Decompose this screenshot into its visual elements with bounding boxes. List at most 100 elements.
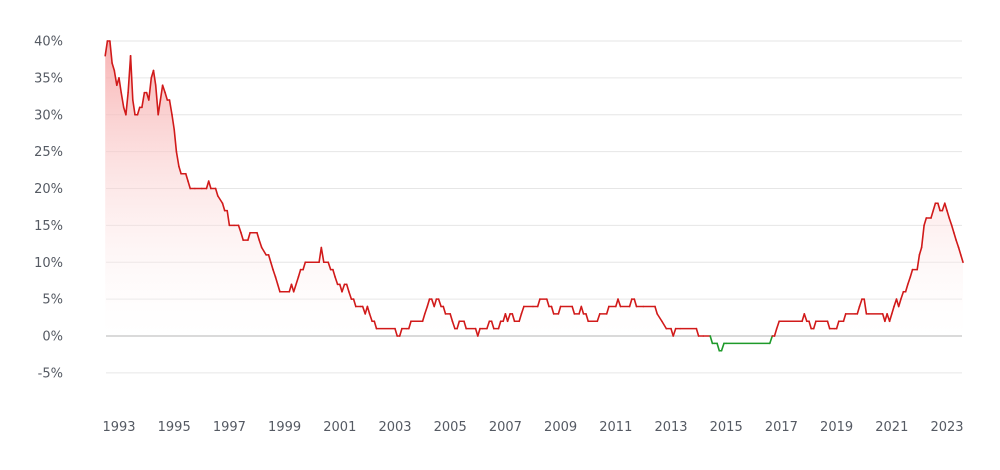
series-segment-positive — [907, 276, 912, 286]
series-segment-positive — [437, 298, 442, 308]
series-segment-positive — [511, 313, 516, 323]
series-segment-positive — [136, 106, 141, 116]
series-segment-positive — [141, 91, 146, 109]
series-segment-positive — [490, 320, 495, 330]
series-segment-positive — [161, 84, 166, 94]
series-segment-positive — [506, 313, 511, 323]
series-segment-positive — [272, 268, 277, 278]
series-segment-positive — [267, 254, 272, 264]
x-tick-label: 2015 — [710, 420, 743, 435]
series-segment-positive — [451, 320, 456, 330]
series-segment-positive — [959, 254, 964, 264]
series-segment-positive — [148, 77, 153, 101]
series-segment-positive — [332, 268, 336, 278]
x-tick-label: 2007 — [489, 420, 522, 435]
series-segment-positive — [164, 91, 169, 101]
series-segment-positive — [943, 202, 948, 212]
series-segment-positive — [352, 298, 357, 308]
series-segment-positive — [260, 246, 267, 256]
series-segment-positive — [449, 313, 454, 323]
x-tick-label: 2001 — [323, 420, 356, 435]
series-segment-positive — [617, 298, 622, 308]
series-segment-positive — [226, 209, 231, 227]
y-tick-label: 15% — [34, 219, 63, 234]
series-segment-positive — [373, 320, 378, 330]
series-segment-positive — [171, 113, 175, 131]
series-segment-positive — [775, 320, 780, 330]
series-segment-positive — [154, 84, 159, 116]
series-segment-positive — [118, 77, 123, 94]
series-segment-positive — [120, 91, 125, 109]
series-segment-positive — [175, 150, 180, 168]
series-segment-positive — [345, 283, 350, 293]
series-segment-positive — [672, 327, 677, 337]
series-segment-positive — [803, 313, 808, 323]
series-segment-positive — [348, 290, 353, 300]
series-segment-positive — [258, 239, 263, 249]
series-segment-positive — [633, 298, 638, 308]
series-segment-positive — [463, 320, 468, 330]
series-segment-positive — [341, 283, 346, 293]
series-segment-positive — [407, 320, 412, 330]
y-axis-tick-labels: 40% 35% 30% 25% 20% 15% 10% 5% 0% -5% — [34, 35, 63, 382]
x-tick-label: 2019 — [820, 420, 853, 435]
y-tick-label: 25% — [34, 145, 63, 160]
series-segment-positive — [580, 305, 585, 315]
series-segment-positive — [909, 268, 914, 278]
series-segment-positive — [274, 276, 279, 286]
series-segment-positive — [178, 165, 182, 175]
series-line-layer — [104, 40, 964, 352]
series-segment-positive — [812, 320, 817, 330]
series-segment-positive — [320, 246, 325, 264]
series-segment-positive — [366, 305, 371, 315]
y-tick-label: 0% — [42, 330, 63, 345]
series-segment-positive — [826, 320, 831, 330]
series-segment-positive — [930, 209, 935, 219]
series-segment-positive — [897, 298, 902, 308]
x-axis-tick-labels: 1993 1995 1997 1999 2001 2003 2005 2007 2009 2011… — [102, 420, 963, 435]
x-tick-label: 2011 — [599, 420, 632, 435]
series-segment-positive — [946, 209, 951, 219]
series-segment-positive — [858, 298, 863, 308]
series-segment-positive — [842, 313, 847, 323]
series-segment-positive — [557, 305, 562, 315]
series-segment-positive — [904, 283, 909, 293]
x-tick-label: 2017 — [765, 420, 798, 435]
series-segment-negative — [769, 335, 774, 345]
series-segment-positive — [628, 298, 633, 308]
x-tick-label: 2021 — [875, 420, 908, 435]
x-tick-label: 1993 — [102, 420, 135, 435]
series-segment-positive — [424, 305, 429, 315]
series-segment-positive — [654, 305, 659, 315]
series-segment-positive — [297, 268, 302, 278]
series-segment-positive — [661, 320, 668, 330]
x-tick-label: 1995 — [158, 420, 191, 435]
series-segment-positive — [932, 202, 937, 212]
y-tick-label: 30% — [34, 108, 63, 123]
series-segment-positive — [221, 202, 226, 212]
x-tick-label: 2005 — [434, 420, 467, 435]
series-segment-positive — [605, 305, 610, 315]
y-tick-label: 10% — [34, 256, 63, 271]
series-segment-positive — [948, 217, 953, 227]
series-segment-positive — [129, 54, 134, 101]
series-segment-positive — [247, 231, 251, 241]
y-tick-label: 35% — [34, 71, 63, 86]
series-segment-positive — [168, 99, 173, 116]
series-segment-positive — [368, 313, 373, 323]
series-segment-positive — [550, 305, 555, 315]
series-segment-positive — [240, 231, 244, 241]
series-segment-positive — [214, 187, 219, 197]
series-segment-positive — [950, 224, 955, 234]
series-segment-positive — [104, 40, 109, 57]
series-segment-positive — [918, 246, 923, 256]
series-segment-positive — [173, 128, 178, 153]
series-segment-positive — [916, 254, 921, 271]
series-segment-positive — [125, 91, 129, 116]
series-segment-positive — [888, 313, 893, 323]
series-segment-positive — [237, 224, 242, 234]
series-segment-positive — [159, 84, 164, 101]
series-segment-positive — [327, 261, 332, 271]
series-segment-positive — [256, 231, 261, 241]
